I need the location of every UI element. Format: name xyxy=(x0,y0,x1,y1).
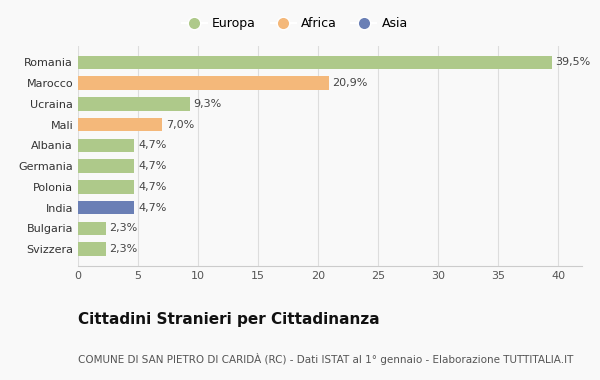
Bar xyxy=(78,76,329,90)
Text: 39,5%: 39,5% xyxy=(556,57,591,67)
Text: 4,7%: 4,7% xyxy=(138,182,166,192)
Text: 7,0%: 7,0% xyxy=(166,120,194,130)
Bar xyxy=(78,180,134,194)
Bar xyxy=(78,222,106,235)
Legend: Europa, Africa, Asia: Europa, Africa, Asia xyxy=(177,12,413,35)
Bar xyxy=(78,97,190,111)
Text: 9,3%: 9,3% xyxy=(193,99,221,109)
Text: Cittadini Stranieri per Cittadinanza: Cittadini Stranieri per Cittadinanza xyxy=(78,312,380,326)
Text: 4,7%: 4,7% xyxy=(138,141,166,150)
Text: 20,9%: 20,9% xyxy=(332,78,368,88)
Bar xyxy=(78,160,134,173)
Text: 4,7%: 4,7% xyxy=(138,161,166,171)
Bar xyxy=(78,201,134,214)
Bar xyxy=(78,118,162,131)
Bar xyxy=(78,55,552,69)
Text: 2,3%: 2,3% xyxy=(109,244,137,254)
Text: 2,3%: 2,3% xyxy=(109,223,137,233)
Bar xyxy=(78,242,106,256)
Text: COMUNE DI SAN PIETRO DI CARIDÀ (RC) - Dati ISTAT al 1° gennaio - Elaborazione TU: COMUNE DI SAN PIETRO DI CARIDÀ (RC) - Da… xyxy=(78,353,574,366)
Text: 4,7%: 4,7% xyxy=(138,203,166,213)
Bar xyxy=(78,139,134,152)
